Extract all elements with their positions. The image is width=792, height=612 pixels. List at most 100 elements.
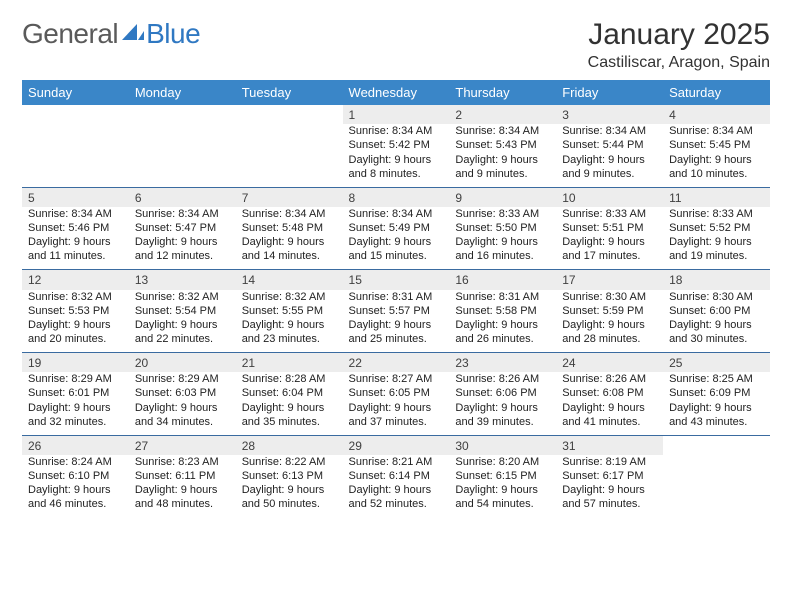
- sunset-text: Sunset: 6:00 PM: [669, 304, 764, 318]
- day-number: 17: [556, 270, 663, 290]
- day-cell: Sunrise: 8:31 AMSunset: 5:58 PMDaylight:…: [449, 290, 556, 353]
- day-info-row: Sunrise: 8:32 AMSunset: 5:53 PMDaylight:…: [22, 290, 770, 353]
- day-cell: Sunrise: 8:34 AMSunset: 5:45 PMDaylight:…: [663, 124, 770, 187]
- sunset-text: Sunset: 5:45 PM: [669, 138, 764, 152]
- daylight-text: Daylight: 9 hours and 9 minutes.: [562, 153, 657, 181]
- day-cell: Sunrise: 8:34 AMSunset: 5:49 PMDaylight:…: [343, 207, 450, 270]
- day-number: 27: [129, 435, 236, 455]
- sunrise-text: Sunrise: 8:29 AM: [135, 372, 230, 386]
- sunrise-text: Sunrise: 8:31 AM: [455, 290, 550, 304]
- sunrise-text: Sunrise: 8:33 AM: [562, 207, 657, 221]
- day-cell: Sunrise: 8:24 AMSunset: 6:10 PMDaylight:…: [22, 455, 129, 517]
- day-cell: Sunrise: 8:34 AMSunset: 5:43 PMDaylight:…: [449, 124, 556, 187]
- day-number: 23: [449, 353, 556, 373]
- sunrise-text: Sunrise: 8:30 AM: [669, 290, 764, 304]
- daylight-text: Daylight: 9 hours and 46 minutes.: [28, 483, 123, 511]
- sunset-text: Sunset: 5:59 PM: [562, 304, 657, 318]
- daylight-text: Daylight: 9 hours and 37 minutes.: [349, 401, 444, 429]
- day-number: 2: [449, 105, 556, 124]
- sunset-text: Sunset: 5:55 PM: [242, 304, 337, 318]
- sunset-text: Sunset: 5:54 PM: [135, 304, 230, 318]
- sunrise-text: Sunrise: 8:26 AM: [455, 372, 550, 386]
- daylight-text: Daylight: 9 hours and 12 minutes.: [135, 235, 230, 263]
- sunset-text: Sunset: 5:57 PM: [349, 304, 444, 318]
- sunrise-text: Sunrise: 8:34 AM: [349, 124, 444, 138]
- sunset-text: Sunset: 6:11 PM: [135, 469, 230, 483]
- day-cell: Sunrise: 8:22 AMSunset: 6:13 PMDaylight:…: [236, 455, 343, 517]
- daylight-text: Daylight: 9 hours and 39 minutes.: [455, 401, 550, 429]
- day-info-row: Sunrise: 8:24 AMSunset: 6:10 PMDaylight:…: [22, 455, 770, 517]
- day-number: 7: [236, 187, 343, 207]
- sunrise-text: Sunrise: 8:26 AM: [562, 372, 657, 386]
- sunrise-text: Sunrise: 8:19 AM: [562, 455, 657, 469]
- weekday-header: Friday: [556, 80, 663, 105]
- daylight-text: Daylight: 9 hours and 28 minutes.: [562, 318, 657, 346]
- day-cell: Sunrise: 8:32 AMSunset: 5:54 PMDaylight:…: [129, 290, 236, 353]
- daylight-text: Daylight: 9 hours and 26 minutes.: [455, 318, 550, 346]
- daylight-text: Daylight: 9 hours and 9 minutes.: [455, 153, 550, 181]
- day-number: 5: [22, 187, 129, 207]
- page: General Blue January 2025 Castiliscar, A…: [0, 0, 792, 612]
- sunset-text: Sunset: 5:46 PM: [28, 221, 123, 235]
- day-cell: Sunrise: 8:27 AMSunset: 6:05 PMDaylight:…: [343, 372, 450, 435]
- day-number-row: 1234: [22, 105, 770, 124]
- day-number: 10: [556, 187, 663, 207]
- day-cell: Sunrise: 8:25 AMSunset: 6:09 PMDaylight:…: [663, 372, 770, 435]
- daylight-text: Daylight: 9 hours and 50 minutes.: [242, 483, 337, 511]
- day-number: 9: [449, 187, 556, 207]
- sunset-text: Sunset: 5:47 PM: [135, 221, 230, 235]
- day-number: 31: [556, 435, 663, 455]
- sunrise-text: Sunrise: 8:24 AM: [28, 455, 123, 469]
- weekday-header: Thursday: [449, 80, 556, 105]
- day-number: 24: [556, 353, 663, 373]
- daylight-text: Daylight: 9 hours and 48 minutes.: [135, 483, 230, 511]
- sunrise-text: Sunrise: 8:20 AM: [455, 455, 550, 469]
- sunrise-text: Sunrise: 8:34 AM: [562, 124, 657, 138]
- weekday-header: Tuesday: [236, 80, 343, 105]
- day-cell: Sunrise: 8:23 AMSunset: 6:11 PMDaylight:…: [129, 455, 236, 517]
- day-number: 22: [343, 353, 450, 373]
- day-cell: Sunrise: 8:19 AMSunset: 6:17 PMDaylight:…: [556, 455, 663, 517]
- sunset-text: Sunset: 6:04 PM: [242, 386, 337, 400]
- daylight-text: Daylight: 9 hours and 34 minutes.: [135, 401, 230, 429]
- day-cell: Sunrise: 8:34 AMSunset: 5:47 PMDaylight:…: [129, 207, 236, 270]
- daylight-text: Daylight: 9 hours and 16 minutes.: [455, 235, 550, 263]
- sunset-text: Sunset: 5:52 PM: [669, 221, 764, 235]
- sunrise-text: Sunrise: 8:33 AM: [669, 207, 764, 221]
- day-number: 8: [343, 187, 450, 207]
- daylight-text: Daylight: 9 hours and 32 minutes.: [28, 401, 123, 429]
- day-number-row: 262728293031: [22, 435, 770, 455]
- sunset-text: Sunset: 5:53 PM: [28, 304, 123, 318]
- sunset-text: Sunset: 5:48 PM: [242, 221, 337, 235]
- day-number: 3: [556, 105, 663, 124]
- brand-word-2: Blue: [146, 18, 200, 50]
- sunrise-text: Sunrise: 8:27 AM: [349, 372, 444, 386]
- day-number: 6: [129, 187, 236, 207]
- day-number: 25: [663, 353, 770, 373]
- day-cell: [236, 124, 343, 187]
- day-number: 15: [343, 270, 450, 290]
- weekday-header: Monday: [129, 80, 236, 105]
- day-number: 14: [236, 270, 343, 290]
- header: General Blue January 2025 Castiliscar, A…: [22, 18, 770, 72]
- sunrise-text: Sunrise: 8:34 AM: [28, 207, 123, 221]
- day-number: 13: [129, 270, 236, 290]
- sunrise-text: Sunrise: 8:29 AM: [28, 372, 123, 386]
- day-cell: Sunrise: 8:33 AMSunset: 5:50 PMDaylight:…: [449, 207, 556, 270]
- sunset-text: Sunset: 5:50 PM: [455, 221, 550, 235]
- sunset-text: Sunset: 6:09 PM: [669, 386, 764, 400]
- sunset-text: Sunset: 5:49 PM: [349, 221, 444, 235]
- daylight-text: Daylight: 9 hours and 23 minutes.: [242, 318, 337, 346]
- brand-sail-icon: [122, 22, 144, 47]
- sunset-text: Sunset: 5:42 PM: [349, 138, 444, 152]
- weekday-header: Sunday: [22, 80, 129, 105]
- day-cell: Sunrise: 8:34 AMSunset: 5:42 PMDaylight:…: [343, 124, 450, 187]
- sunset-text: Sunset: 5:58 PM: [455, 304, 550, 318]
- sunrise-text: Sunrise: 8:34 AM: [455, 124, 550, 138]
- daylight-text: Daylight: 9 hours and 52 minutes.: [349, 483, 444, 511]
- day-number: 20: [129, 353, 236, 373]
- daylight-text: Daylight: 9 hours and 41 minutes.: [562, 401, 657, 429]
- daylight-text: Daylight: 9 hours and 30 minutes.: [669, 318, 764, 346]
- day-info-row: Sunrise: 8:29 AMSunset: 6:01 PMDaylight:…: [22, 372, 770, 435]
- sunrise-text: Sunrise: 8:34 AM: [135, 207, 230, 221]
